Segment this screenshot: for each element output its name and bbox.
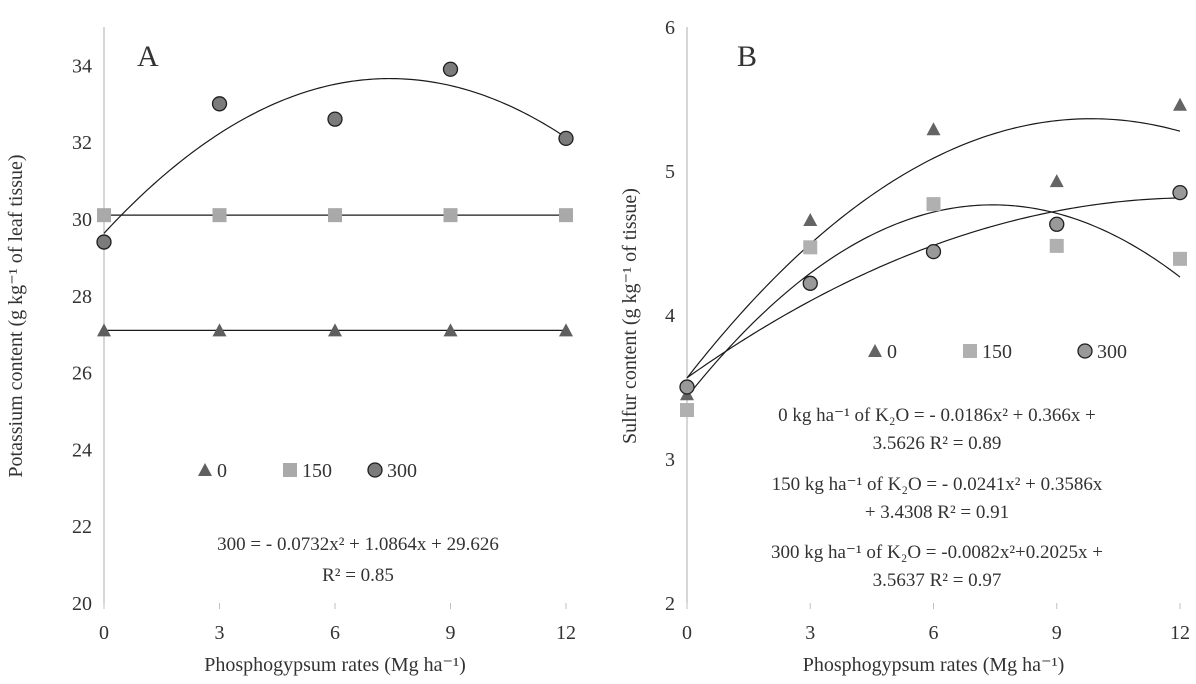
legend-marker-300 [1077,343,1093,359]
x-tick-label: 9 [446,622,456,644]
y-tick-label: 28 [72,286,92,308]
x-tick-label: 0 [99,622,109,644]
equation-line: R² = 0.85 [322,565,394,586]
y-tick-label: 30 [72,209,92,231]
y-tick-label: 24 [72,439,92,461]
data-point-0 [97,323,111,337]
x-tick-label: 3 [805,622,815,644]
legend-label-0: 0 [217,460,227,482]
equation-line: 150 kg ha⁻¹ of K₂O = - 0.0241x² + 0.3586… [772,474,1103,495]
panel-label: B [737,40,757,73]
legend-label-300: 300 [1097,341,1127,363]
data-point-300 [442,61,459,77]
data-point-150 [680,403,694,418]
data-point-300 [1049,216,1065,232]
data-point-150 [1049,238,1064,253]
data-point-300 [679,379,695,395]
data-point-300 [96,234,112,250]
legend-marker-150 [963,344,977,358]
series-300 [679,184,1188,395]
data-point-300 [327,111,343,127]
legend-label-150: 150 [982,341,1012,363]
equation-line: 300 kg ha⁻¹ of K₂O = -0.0082x²+0.2025x + [771,542,1103,563]
data-point-150 [926,197,941,212]
data-point-0 [328,323,342,337]
data-point-150 [328,208,342,223]
equation-line: 300 = - 0.0732x² + 1.0864x + 29.626 [217,534,499,555]
y-tick-label: 4 [665,305,675,327]
data-point-150 [97,208,111,223]
panel-label: A [137,40,159,73]
x-axis-label: Phosphogypsum rates (Mg ha⁻¹) [204,654,466,676]
data-point-300 [925,243,942,260]
data-point-150 [443,208,458,223]
x-tick-label: 9 [1052,622,1062,644]
series-0 [97,323,573,337]
x-axis-label: Phosphogypsum rates (Mg ha⁻¹) [803,654,1065,676]
data-point-150 [1173,251,1187,266]
y-tick-label: 32 [72,132,92,154]
y-tick-label: 5 [665,161,675,183]
legend-marker-150 [283,463,297,477]
data-point-0 [212,323,227,337]
x-tick-label: 12 [556,622,576,644]
equation-line: 3.5637 R² = 0.97 [873,570,1002,591]
trendline-series-150 [686,204,1181,398]
trendline-series-0 [686,118,1181,379]
data-point-0 [926,122,941,136]
legend-label-0: 0 [887,341,897,363]
y-tick-label: 26 [72,363,92,385]
data-point-0 [1173,97,1187,111]
x-tick-label: 12 [1170,622,1190,644]
data-point-300 [1172,184,1188,201]
equation-line: + 3.4308 R² = 0.91 [865,502,1009,523]
legend-label-150: 150 [302,460,332,482]
y-tick-label: 22 [72,516,92,538]
x-tick-label: 3 [215,622,225,644]
data-point-300 [558,130,574,147]
y-tick-label: 20 [72,593,92,615]
legend-marker-0 [198,463,212,476]
legend-label-300: 300 [387,460,417,482]
data-point-0 [1049,174,1064,188]
legend: 0 150 300 [198,460,417,482]
series-150 [97,208,573,223]
series-150 [680,197,1187,418]
equation-line: 3.5626 R² = 0.89 [873,433,1002,454]
chart-panel-a: 0 3 6 9 12 20 22 24 26 28 30 32 34 Phosphogypsum rate… [5,27,576,676]
data-point-300 [802,275,818,291]
x-tick-label: 6 [330,622,340,644]
y-tick-label: 6 [665,17,675,39]
y-axis-label: Potassium content (g kg⁻¹ of leaf tissue… [5,154,27,477]
equation-line: 0 kg ha⁻¹ of K₂O = - 0.0186x² + 0.366x + [778,405,1096,426]
y-tick-label: 3 [665,449,675,471]
y-tick-label: 2 [665,593,675,615]
trendline-series-300 [103,77,567,234]
x-tick-label: 6 [929,622,939,644]
data-point-150 [803,240,818,255]
series-300 [96,61,574,250]
data-point-150 [559,208,573,223]
legend: 0 150 300 [868,341,1127,363]
chart-panel-b: 0 3 6 9 12 2 3 4 5 6 Phosphogypsum rates (Mg ha⁻¹)… [619,17,1190,676]
legend-marker-300 [367,462,383,478]
legend-marker-0 [868,344,882,357]
data-point-0 [443,323,458,337]
x-tick-label: 0 [682,622,692,644]
data-point-0 [559,323,573,337]
y-tick-label: 34 [72,55,92,77]
data-point-0 [803,212,818,226]
data-point-150 [212,208,227,223]
data-point-300 [211,96,228,112]
y-axis-label: Sulfur content (g kg⁻¹ of tissue) [619,188,641,444]
